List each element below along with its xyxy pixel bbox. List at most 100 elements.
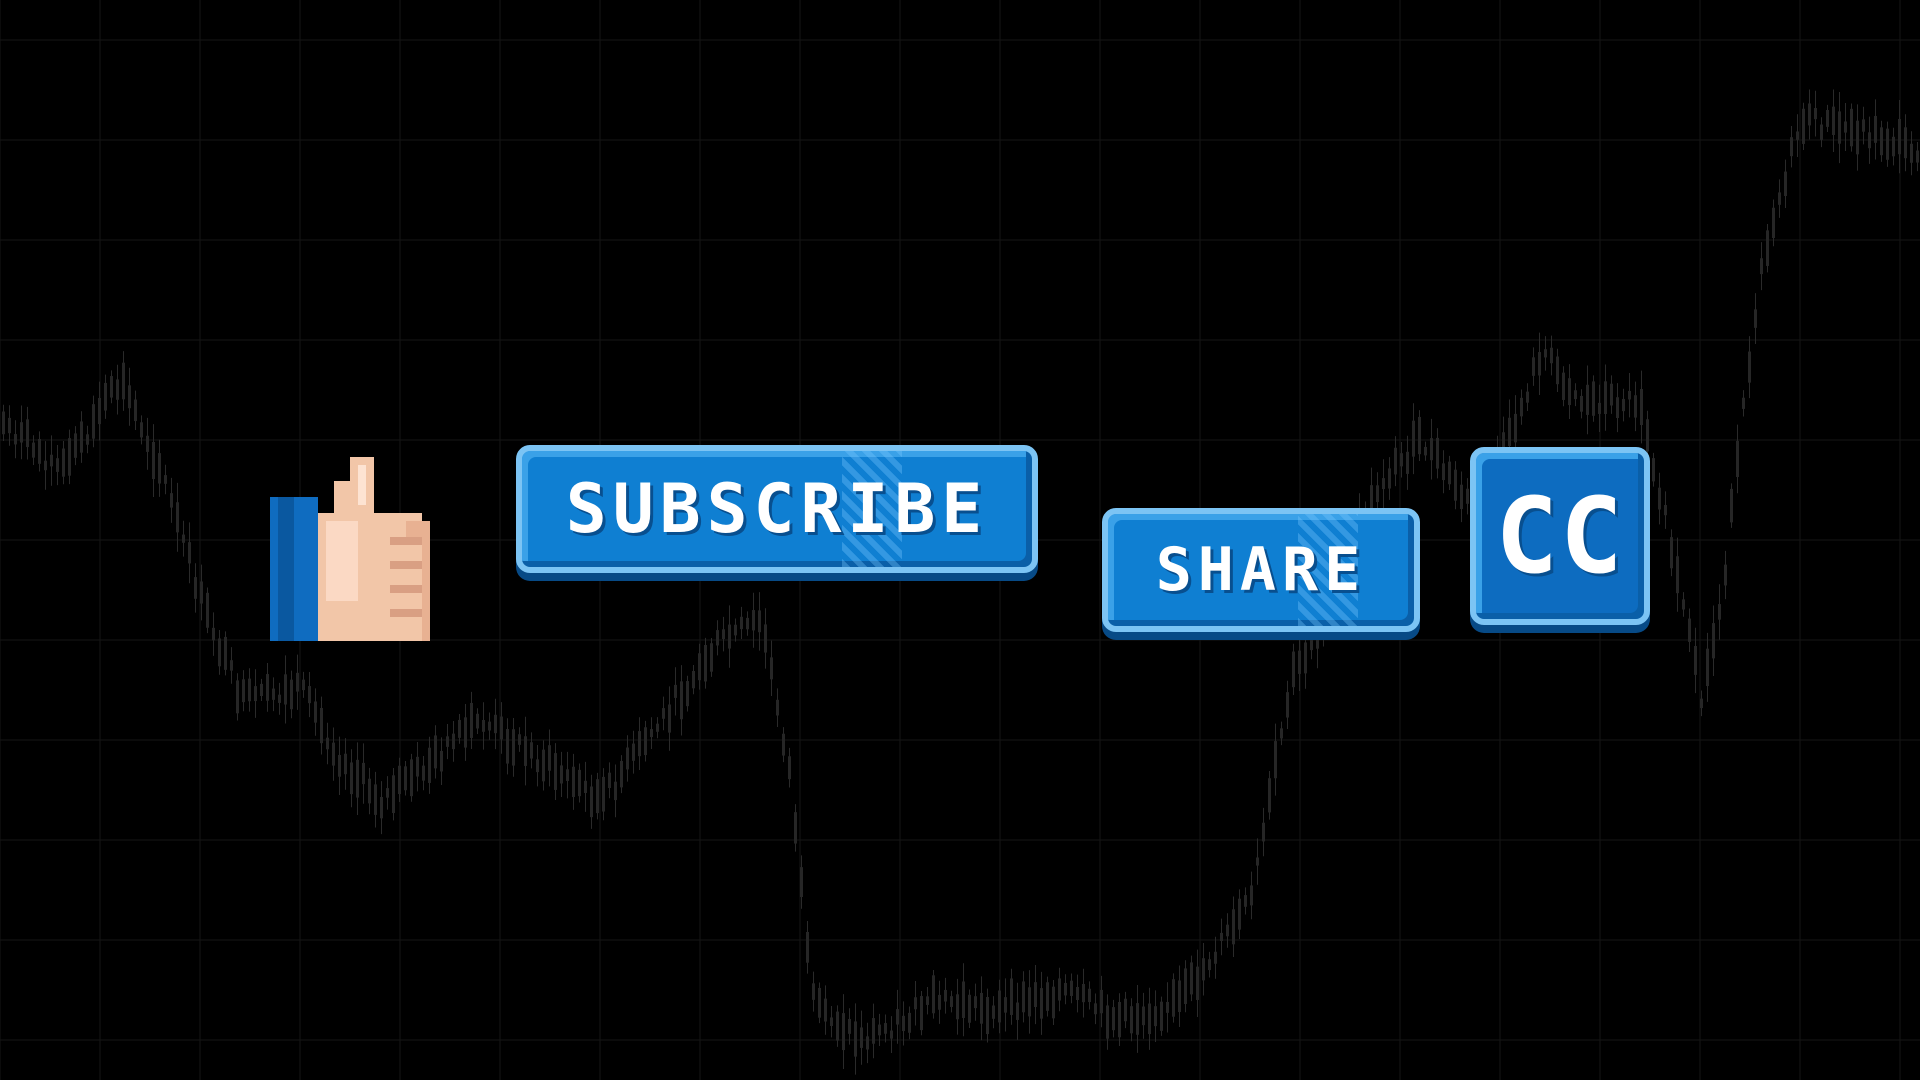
- candle-body: [710, 643, 713, 672]
- candle-body: [332, 742, 335, 766]
- candle-body: [896, 1009, 899, 1025]
- candle-body: [1040, 988, 1043, 1019]
- candle-body: [524, 736, 527, 766]
- candle-body: [1214, 951, 1217, 964]
- candle-body: [578, 769, 581, 797]
- candle-body: [1568, 378, 1571, 406]
- thumbs-up-icon[interactable]: [270, 457, 454, 641]
- candle-body: [452, 733, 455, 750]
- candle-body: [1064, 982, 1067, 996]
- candle-body: [872, 1018, 875, 1044]
- candle-body: [1208, 959, 1211, 971]
- candle-body: [1286, 692, 1289, 718]
- candle-body: [1904, 127, 1907, 159]
- candle-body: [1592, 381, 1595, 416]
- candle-body: [776, 699, 779, 716]
- candle-body: [926, 996, 929, 1005]
- subscribe-button[interactable]: SUBSCRIBE: [516, 445, 1038, 573]
- candle-body: [212, 627, 215, 641]
- candle-body: [176, 502, 179, 533]
- candle-body: [854, 1021, 857, 1057]
- candle-body: [386, 788, 389, 798]
- candle-body: [1532, 357, 1535, 376]
- candle-body: [1028, 987, 1031, 1017]
- candle-body: [752, 610, 755, 631]
- candle-body: [200, 581, 203, 604]
- candle-body: [1616, 397, 1619, 419]
- candle-body: [818, 987, 821, 1018]
- candle-body: [1376, 485, 1379, 503]
- candle-body: [1424, 446, 1427, 456]
- candle-body: [1508, 417, 1511, 446]
- candle-body: [812, 983, 815, 1000]
- candle-body: [566, 769, 569, 781]
- candle-body: [608, 772, 611, 789]
- candle-body: [1082, 983, 1085, 1003]
- candle-body: [218, 638, 221, 667]
- candle-body: [1826, 110, 1829, 127]
- candle-body: [794, 812, 797, 844]
- candle-body: [1652, 458, 1655, 482]
- share-button[interactable]: SHARE: [1102, 508, 1420, 632]
- candle-body: [2, 411, 5, 435]
- candle-body: [878, 1024, 881, 1036]
- candle-body: [758, 610, 761, 633]
- candle-body: [1838, 111, 1841, 144]
- candle-body: [164, 475, 167, 484]
- candle-body: [764, 624, 767, 653]
- candle-body: [128, 385, 131, 409]
- candle-body: [368, 778, 371, 804]
- candle-body: [50, 454, 53, 467]
- candle-body: [746, 617, 749, 630]
- candle-body: [692, 670, 695, 689]
- candle-body: [422, 765, 425, 781]
- candle-body: [194, 577, 197, 599]
- candle-body: [536, 759, 539, 773]
- candle-body: [1406, 451, 1409, 474]
- candle-body: [1112, 1007, 1115, 1031]
- candle-body: [1022, 981, 1025, 1013]
- candle-body: [1148, 1003, 1151, 1035]
- candle-body: [404, 766, 407, 791]
- candle-body: [1724, 564, 1727, 586]
- candle-body: [944, 989, 947, 1002]
- candle-body: [938, 994, 941, 1010]
- candle-body: [1244, 895, 1247, 907]
- candle-body: [980, 992, 983, 1024]
- candle-body: [284, 674, 287, 705]
- candle-body: [1298, 650, 1301, 674]
- candle-body: [1814, 108, 1817, 120]
- candle-body: [1130, 1006, 1133, 1034]
- candle-body: [1172, 979, 1175, 1017]
- candle-body: [1292, 651, 1295, 688]
- candle-body: [902, 1015, 905, 1032]
- candle-body: [650, 729, 653, 738]
- candle-body: [1094, 1003, 1097, 1015]
- candle-body: [1856, 120, 1859, 155]
- candle-body: [644, 727, 647, 756]
- candle-body: [1448, 461, 1451, 485]
- candle-body: [326, 737, 329, 750]
- candle-body: [80, 421, 83, 453]
- candle-body: [470, 702, 473, 738]
- candle-body: [68, 438, 71, 476]
- candle-body: [1892, 136, 1895, 157]
- candle-body: [680, 681, 683, 720]
- candle-body: [1526, 391, 1529, 403]
- candle-body: [1052, 986, 1055, 1019]
- candle-body: [662, 708, 665, 719]
- candle-body: [1772, 207, 1775, 238]
- candle-body: [1250, 885, 1253, 906]
- candle-body: [1562, 372, 1565, 400]
- closed-captions-button[interactable]: CC: [1470, 447, 1650, 625]
- candle-body: [1196, 966, 1199, 1000]
- candle-body: [1796, 131, 1799, 140]
- candle-body: [1310, 639, 1313, 651]
- candle-body: [788, 756, 791, 780]
- candle-body: [1742, 397, 1745, 409]
- share-label: SHARE: [1155, 535, 1367, 605]
- cc-label: CC: [1495, 475, 1625, 597]
- candle-body: [296, 672, 299, 692]
- candle-body: [1574, 390, 1577, 400]
- candle-body: [1004, 997, 1007, 1013]
